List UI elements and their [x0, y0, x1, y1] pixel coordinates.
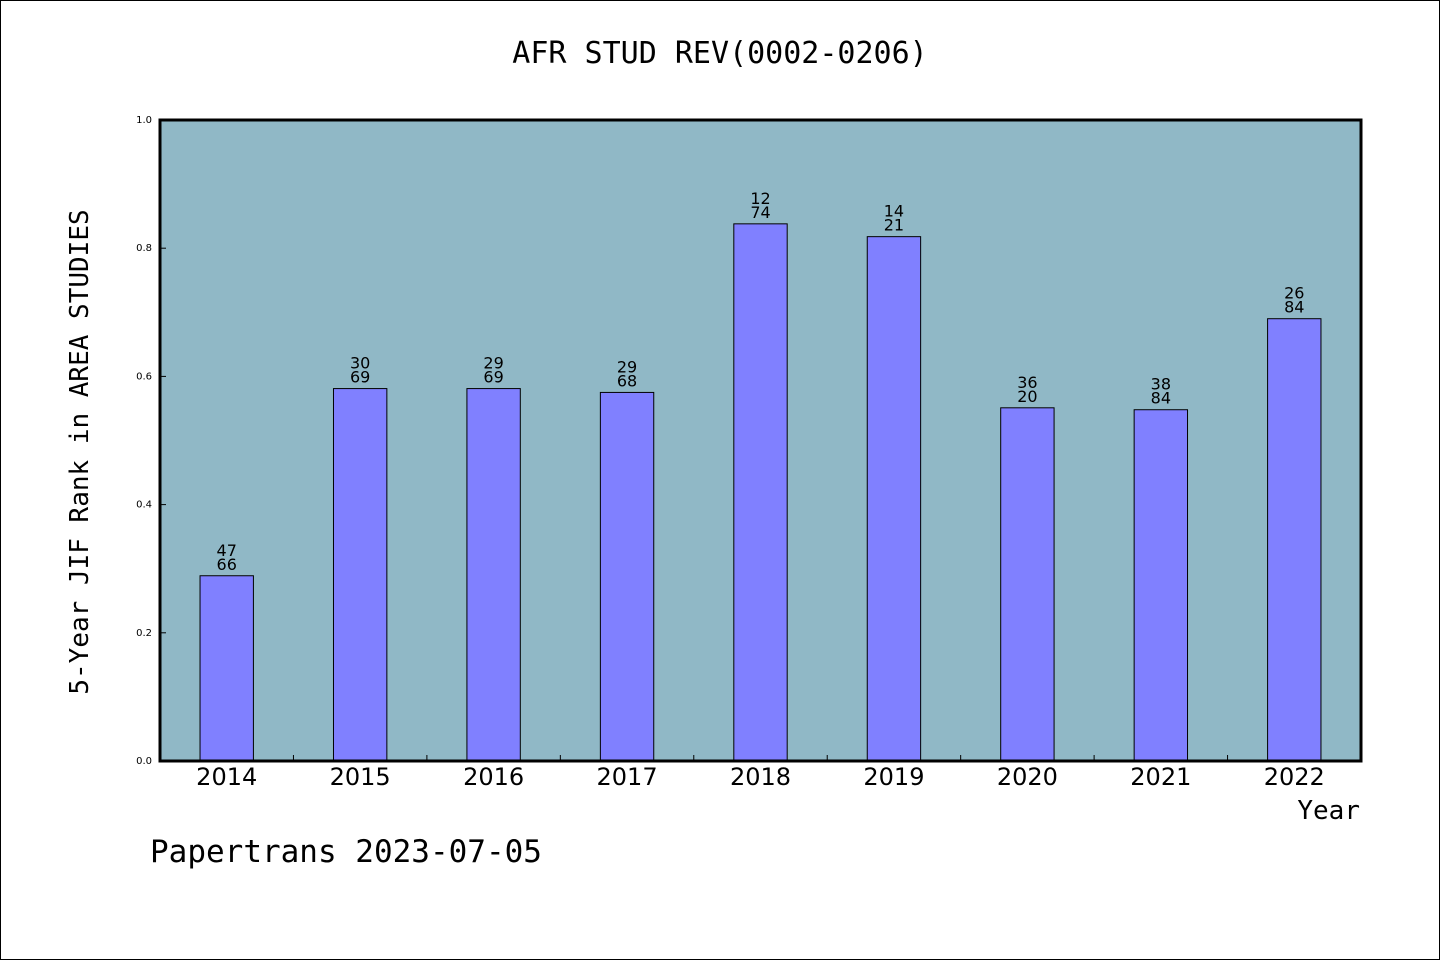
- x-tick-label-2014: 2014: [196, 763, 257, 791]
- data-label-2019-top: 14: [884, 202, 904, 221]
- chart-title: AFR STUD REV(0002-0206): [512, 36, 928, 71]
- data-label-2014-bottom: 66: [217, 555, 237, 574]
- bar-2020: [1000, 407, 1055, 762]
- footer-credit: Papertrans 2023-07-05: [150, 834, 542, 870]
- x-axis-label: Year: [1297, 796, 1360, 826]
- x-tick-label-2015: 2015: [330, 763, 391, 791]
- data-label-2021-bottom: 84: [1151, 389, 1171, 408]
- y-tick-label-0.6: 0.6: [136, 371, 152, 382]
- bar-2016: [466, 388, 521, 762]
- x-tick-label-2019: 2019: [863, 763, 924, 791]
- data-label-2017-top: 29: [617, 357, 637, 376]
- data-label-2016-bottom: 69: [483, 368, 503, 387]
- x-tick-label-2017: 2017: [597, 763, 658, 791]
- bar-2014: [199, 575, 254, 762]
- bar-2021: [1133, 409, 1189, 762]
- bar-2018: [733, 223, 788, 762]
- plot-border: [158, 118, 1363, 763]
- data-label-2020-bottom: 20: [1017, 387, 1037, 406]
- data-label-2022-bottom: 84: [1284, 298, 1304, 317]
- data-label-2018-bottom: 74: [750, 203, 770, 222]
- bar-2015: [332, 388, 388, 762]
- y-tick-label-0.8: 0.8: [136, 243, 152, 254]
- data-label-2015-bottom: 69: [350, 368, 370, 387]
- x-tick-label-2016: 2016: [463, 763, 524, 791]
- data-label-2022-top: 26: [1284, 284, 1304, 303]
- x-tick-label-2018: 2018: [730, 763, 791, 791]
- x-tick-label-2020: 2020: [997, 763, 1058, 791]
- y-tick-label-0.0: 0.0: [136, 756, 152, 767]
- data-label-2014-top: 47: [217, 541, 237, 560]
- data-label-2021-top: 38: [1151, 375, 1171, 394]
- y-tick-label-0.4: 0.4: [136, 500, 152, 511]
- data-label-2020-top: 36: [1017, 373, 1037, 392]
- data-label-2017-bottom: 68: [617, 371, 637, 390]
- y-tick-label-1.0: 1.0: [136, 115, 152, 126]
- bar-2022: [1267, 318, 1322, 762]
- bar-2017: [599, 391, 655, 762]
- x-tick-label-2021: 2021: [1130, 763, 1191, 791]
- data-label-2016-top: 29: [483, 354, 503, 373]
- y-tick-label-0.2: 0.2: [136, 628, 152, 639]
- data-label-2015-top: 30: [350, 354, 370, 373]
- data-label-2019-bottom: 21: [884, 216, 904, 235]
- bar-2019: [866, 236, 922, 762]
- data-label-2018-top: 12: [750, 189, 770, 208]
- x-tick-label-2022: 2022: [1264, 763, 1325, 791]
